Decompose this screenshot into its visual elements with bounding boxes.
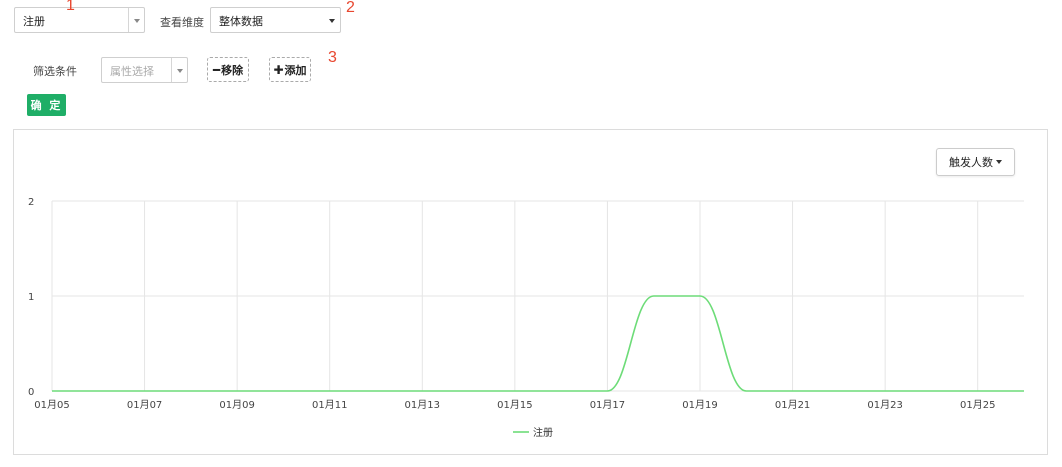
event-select-value: 注册 (23, 15, 45, 28)
annotation-3: 3 (328, 49, 337, 66)
minus-icon: ━ (212, 62, 221, 77)
x-tick-label: 01月25 (960, 399, 995, 411)
event-select-toggle[interactable] (128, 8, 144, 32)
x-tick-label: 01月19 (682, 399, 717, 411)
attribute-select-placeholder: 属性选择 (110, 65, 154, 78)
x-tick-label: 01月11 (312, 399, 347, 411)
x-tick-label: 01月17 (590, 399, 625, 411)
remove-button[interactable]: ━ 移除 (207, 57, 249, 82)
x-tick-label: 01月21 (775, 399, 810, 411)
attribute-select-toggle[interactable] (171, 58, 187, 82)
x-tick-label: 01月23 (867, 399, 902, 411)
dimension-select-value: 整体数据 (219, 15, 263, 28)
attribute-select[interactable]: 属性选择 (101, 57, 188, 83)
event-select[interactable]: 注册 (14, 7, 145, 33)
annotation-1: 1 (66, 0, 75, 14)
y-tick-label: 0 (28, 387, 34, 398)
x-tick-label: 01月15 (497, 399, 532, 411)
x-tick-label: 01月05 (34, 399, 69, 411)
add-button-label: 添加 (284, 63, 307, 77)
annotation-2: 2 (346, 0, 355, 16)
x-tick-label: 01月07 (127, 399, 162, 411)
y-tick-label: 2 (28, 197, 34, 208)
chevron-down-icon (329, 19, 335, 23)
metric-dropdown-label: 触发人数 (949, 156, 993, 169)
metric-dropdown-button[interactable]: 触发人数 (936, 148, 1015, 176)
x-tick-label: 01月09 (219, 399, 254, 411)
line-chart: 0 1 2 01月05 01月07 01月09 01月11 01月13 01月15 01月17 0… (28, 197, 1024, 439)
caret-down-icon (996, 160, 1002, 164)
confirm-button[interactable]: 确 定 (27, 94, 66, 116)
filter-condition-label: 筛选条件 (33, 65, 77, 78)
dimension-select[interactable]: 整体数据 (210, 7, 341, 33)
chevron-down-icon (177, 69, 183, 73)
series-line-注册 (52, 295, 1024, 392)
chevron-down-icon (134, 19, 140, 23)
dimension-label: 查看维度 (160, 16, 204, 29)
y-tick-label: 1 (28, 292, 34, 303)
x-tick-label: 01月13 (405, 399, 440, 411)
legend-label: 注册 (533, 426, 553, 439)
add-button[interactable]: ✚ 添加 (269, 57, 311, 82)
plus-icon: ✚ (273, 62, 284, 77)
remove-button-label: 移除 (221, 63, 244, 77)
